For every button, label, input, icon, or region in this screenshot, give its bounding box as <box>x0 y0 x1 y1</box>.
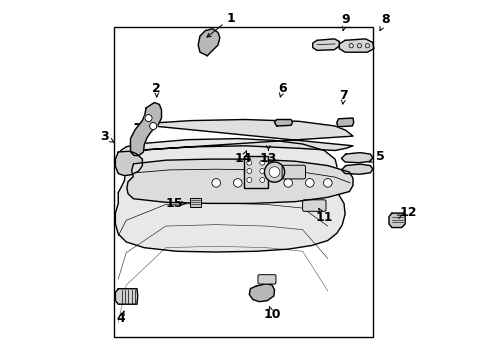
FancyBboxPatch shape <box>282 165 305 179</box>
Circle shape <box>260 160 265 165</box>
Text: 12: 12 <box>400 206 417 219</box>
Text: 14: 14 <box>234 152 252 165</box>
Bar <box>190 198 201 207</box>
Circle shape <box>247 168 252 174</box>
Text: 9: 9 <box>342 13 350 26</box>
Circle shape <box>284 179 293 187</box>
FancyBboxPatch shape <box>303 200 326 211</box>
Polygon shape <box>313 39 339 50</box>
Text: 5: 5 <box>376 150 384 163</box>
Text: 13: 13 <box>260 152 277 165</box>
Polygon shape <box>198 29 220 56</box>
Text: 11: 11 <box>316 211 333 224</box>
Polygon shape <box>116 139 345 252</box>
Polygon shape <box>389 213 405 228</box>
Text: 1: 1 <box>226 12 235 24</box>
Text: 8: 8 <box>381 13 390 26</box>
Polygon shape <box>135 120 353 150</box>
Polygon shape <box>274 120 293 126</box>
Polygon shape <box>337 118 354 127</box>
Text: 6: 6 <box>278 82 287 95</box>
Bar <box>245 156 268 188</box>
Circle shape <box>323 179 332 187</box>
Circle shape <box>149 122 157 130</box>
Circle shape <box>265 162 285 182</box>
Circle shape <box>305 179 314 187</box>
Polygon shape <box>249 284 274 302</box>
Text: 15: 15 <box>166 197 184 210</box>
Polygon shape <box>339 39 374 52</box>
Circle shape <box>212 179 220 187</box>
Circle shape <box>260 168 265 174</box>
Text: 10: 10 <box>263 309 281 321</box>
Circle shape <box>260 177 265 183</box>
Circle shape <box>145 114 152 122</box>
Text: 3: 3 <box>100 130 109 143</box>
Text: 7: 7 <box>340 89 348 102</box>
Polygon shape <box>342 164 373 174</box>
Polygon shape <box>127 159 353 203</box>
Polygon shape <box>116 289 138 304</box>
Text: 4: 4 <box>117 312 125 325</box>
Polygon shape <box>130 103 162 156</box>
Bar <box>114 27 373 337</box>
Circle shape <box>269 167 280 177</box>
Circle shape <box>247 160 252 165</box>
Circle shape <box>233 179 242 187</box>
Polygon shape <box>342 153 373 163</box>
FancyBboxPatch shape <box>258 275 276 284</box>
Circle shape <box>259 179 268 187</box>
Text: 2: 2 <box>152 82 161 95</box>
Circle shape <box>247 177 252 183</box>
Polygon shape <box>116 151 143 176</box>
